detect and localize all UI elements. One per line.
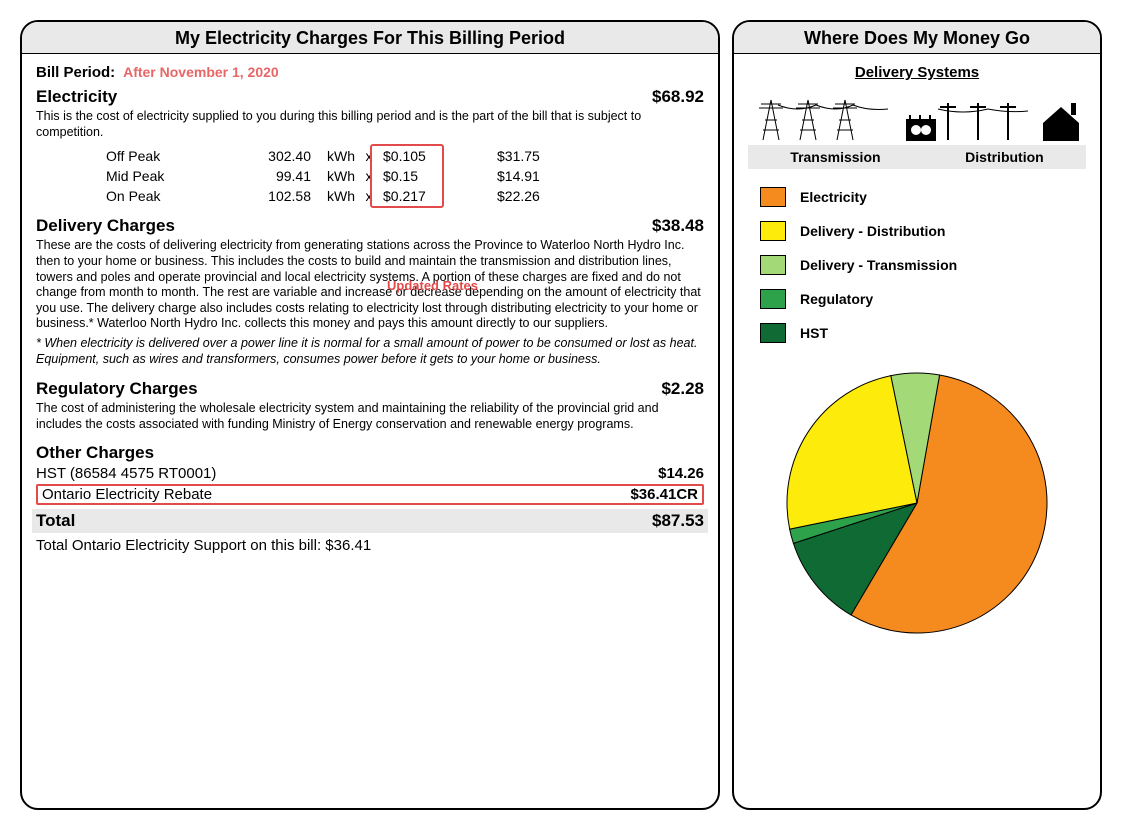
- charges-body: Bill Period: After November 1, 2020 Elec…: [22, 54, 718, 568]
- distribution-label: Distribution: [965, 149, 1044, 165]
- rebate-row: Ontario Electricity Rebate $36.41CR: [36, 484, 704, 505]
- peak-name: On Peak: [106, 188, 241, 204]
- charges-title: My Electricity Charges For This Billing …: [22, 22, 718, 54]
- legend-swatch: [760, 255, 786, 275]
- electricity-header: Electricity $68.92: [36, 87, 704, 107]
- hst-row: HST (86584 4575 RT0001) $14.26: [36, 465, 704, 482]
- legend-item: Delivery - Transmission: [760, 255, 1086, 275]
- peak-qty: 99.41: [241, 168, 311, 184]
- bill-period-value: After November 1, 2020: [123, 64, 279, 80]
- support-line: Total Ontario Electricity Support on thi…: [36, 537, 704, 554]
- updated-rates-label: Updated Rates: [387, 278, 478, 293]
- peak-qty: 302.40: [241, 148, 311, 164]
- peak-name: Mid Peak: [106, 168, 241, 184]
- peak-unit: kWh: [311, 188, 361, 204]
- regulatory-title: Regulatory Charges: [36, 379, 198, 399]
- delivery-systems-art: [748, 85, 1086, 143]
- legend-item: HST: [760, 323, 1086, 343]
- legend-item: Electricity: [760, 187, 1086, 207]
- money-body: Delivery Systems: [734, 54, 1100, 660]
- regulatory-desc: The cost of administering the wholesale …: [36, 401, 704, 432]
- peak-rate: $0.15: [377, 168, 437, 184]
- money-title: Where Does My Money Go: [734, 22, 1100, 54]
- legend-item: Delivery - Distribution: [760, 221, 1086, 241]
- delivery-systems-title: Delivery Systems: [748, 64, 1086, 81]
- electricity-amount: $68.92: [652, 87, 704, 107]
- peak-row-mid: Mid Peak 99.41 kWh x $0.15 $14.91: [106, 166, 704, 186]
- delivery-title: Delivery Charges: [36, 216, 175, 236]
- legend-label: Regulatory: [800, 291, 873, 307]
- peak-unit: kWh: [311, 168, 361, 184]
- peak-x: x: [361, 188, 377, 204]
- delivery-header: Delivery Charges $38.48: [36, 216, 704, 236]
- delivery-footnote: * When electricity is delivered over a p…: [36, 336, 704, 367]
- regulatory-amount: $2.28: [661, 379, 704, 399]
- peak-row-on: On Peak 102.58 kWh x $0.217 $22.26: [106, 186, 704, 206]
- legend-label: Delivery - Transmission: [800, 257, 957, 273]
- legend-swatch: [760, 323, 786, 343]
- pie-chart-wrap: [748, 363, 1086, 646]
- pie-chart: [777, 363, 1057, 643]
- hst-label: HST (86584 4575 RT0001): [36, 465, 216, 482]
- peak-amt: $22.26: [437, 188, 557, 204]
- legend-swatch: [760, 289, 786, 309]
- legend-label: Delivery - Distribution: [800, 223, 945, 239]
- legend-item: Regulatory: [760, 289, 1086, 309]
- peak-table: Off Peak 302.40 kWh x $0.105 $31.75 Mid …: [106, 146, 704, 206]
- total-label: Total: [36, 511, 75, 531]
- legend-label: Electricity: [800, 189, 867, 205]
- legend-swatch: [760, 187, 786, 207]
- peak-x: x: [361, 168, 377, 184]
- rebate-amount: $36.41CR: [630, 486, 698, 503]
- delivery-desc: These are the costs of delivering electr…: [36, 238, 704, 332]
- regulatory-header: Regulatory Charges $2.28: [36, 379, 704, 399]
- peak-amt: $31.75: [437, 148, 557, 164]
- charges-panel: My Electricity Charges For This Billing …: [20, 20, 720, 810]
- peak-unit: kWh: [311, 148, 361, 164]
- electricity-title: Electricity: [36, 87, 117, 107]
- electricity-desc: This is the cost of electricity supplied…: [36, 109, 704, 140]
- other-title: Other Charges: [36, 443, 154, 463]
- bill-period-line: Bill Period: After November 1, 2020: [36, 64, 704, 81]
- peak-name: Off Peak: [106, 148, 241, 164]
- trans-dist-bar: Transmission Distribution: [748, 145, 1086, 169]
- legend: Electricity Delivery - Distribution Delive…: [760, 187, 1086, 343]
- peak-row-off: Off Peak 302.40 kWh x $0.105 $31.75: [106, 146, 704, 166]
- other-header: Other Charges: [36, 443, 704, 463]
- peak-amt: $14.91: [437, 168, 557, 184]
- total-amount: $87.53: [652, 511, 704, 531]
- hst-amount: $14.26: [658, 465, 704, 482]
- legend-swatch: [760, 221, 786, 241]
- peak-qty: 102.58: [241, 188, 311, 204]
- total-row: Total $87.53: [32, 509, 708, 533]
- delivery-amount: $38.48: [652, 216, 704, 236]
- rebate-label: Ontario Electricity Rebate: [42, 486, 212, 503]
- transmission-label: Transmission: [790, 149, 880, 165]
- money-panel: Where Does My Money Go Delivery Systems: [732, 20, 1102, 810]
- bill-period-label: Bill Period:: [36, 64, 115, 81]
- peak-rate: $0.105: [377, 148, 437, 164]
- peak-rate: $0.217: [377, 188, 437, 204]
- peak-x: x: [361, 148, 377, 164]
- legend-label: HST: [800, 325, 828, 341]
